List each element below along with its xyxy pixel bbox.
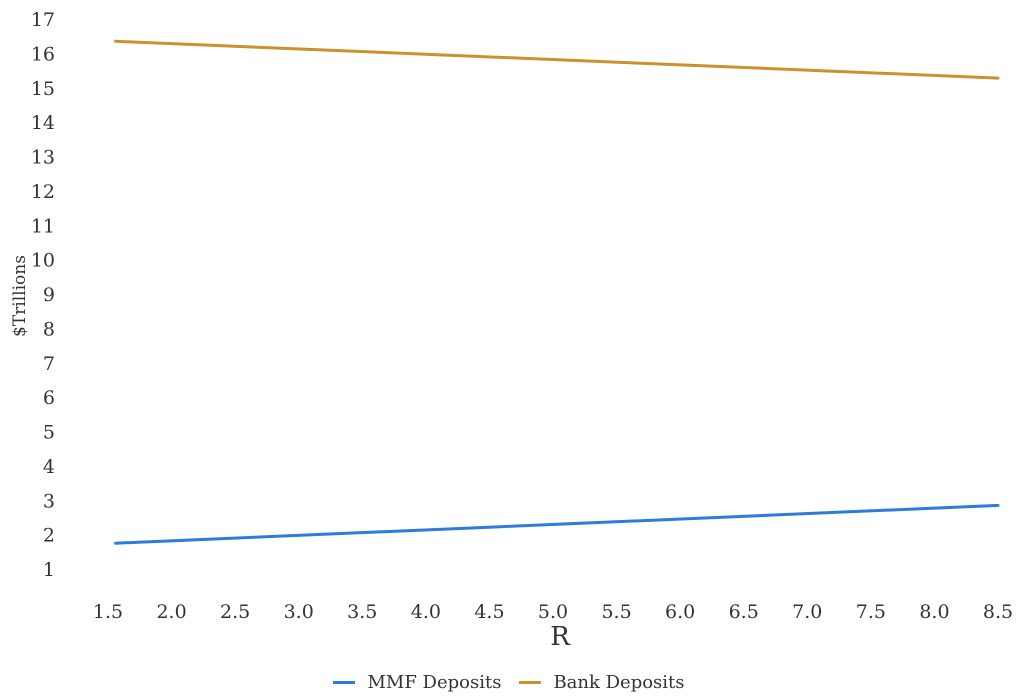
x-axis-label: R	[550, 622, 571, 652]
y-tick-label: 15	[31, 78, 55, 100]
y-tick-label: 13	[31, 147, 55, 169]
y-tick-label: 17	[31, 9, 55, 31]
series-line-bank	[114, 39, 1000, 80]
x-tick-label: 8.0	[919, 601, 949, 623]
y-tick-label: 5	[43, 422, 55, 444]
y-tick-label: 10	[31, 250, 55, 272]
legend-item-mmf[interactable]: MMF Deposits	[333, 672, 501, 693]
x-tick-label: 7.0	[792, 601, 822, 623]
x-tick-label: 5.0	[538, 601, 568, 623]
x-tick-label: 2.5	[220, 601, 250, 623]
legend-item-bank[interactable]: Bank Deposits	[519, 672, 685, 693]
y-tick-label: 11	[31, 215, 55, 237]
x-tick-label: 4.0	[411, 601, 441, 623]
series-line-mmf	[114, 503, 1000, 545]
x-tick-label: 3.0	[284, 601, 314, 623]
legend-swatch-bank	[519, 681, 542, 684]
x-tick-label: 5.5	[601, 601, 631, 623]
y-tick-label: 6	[43, 387, 55, 409]
series-lines	[114, 39, 1000, 545]
y-tick-label: 16	[31, 43, 55, 65]
y-tick-label: 12	[31, 181, 55, 203]
y-tick-label: 8	[43, 318, 55, 340]
x-tick-label: 8.5	[983, 601, 1013, 623]
x-axis-ticks: 1.5 2.0 2.5 3.0 3.5 4.0 4.5 5.0 5.5 6.0 6.5 7.0 7.5 8…	[93, 601, 1013, 623]
y-axis-label: $Trillions	[10, 255, 30, 337]
x-tick-label: 4.5	[474, 601, 504, 623]
x-tick-label: 7.5	[856, 601, 886, 623]
x-tick-label: 1.5	[93, 601, 123, 623]
y-tick-label: 7	[43, 353, 55, 375]
y-tick-label: 4	[43, 456, 55, 478]
y-tick-label: 14	[31, 112, 55, 134]
legend-label-bank: Bank Deposits	[553, 672, 685, 693]
x-tick-label: 6.0	[665, 601, 695, 623]
y-tick-label: 3	[43, 490, 55, 512]
y-tick-label: 1	[43, 559, 55, 581]
legend-label-mmf: MMF Deposits	[367, 672, 502, 693]
y-tick-label: 2	[43, 525, 55, 547]
x-tick-label: 3.5	[347, 601, 377, 623]
x-tick-label: 6.5	[729, 601, 759, 623]
legend-swatch-mmf	[333, 681, 356, 684]
y-tick-label: 9	[43, 284, 55, 306]
x-tick-label: 2.0	[156, 601, 186, 623]
legend: MMF Deposits Bank Deposits	[0, 672, 1018, 693]
